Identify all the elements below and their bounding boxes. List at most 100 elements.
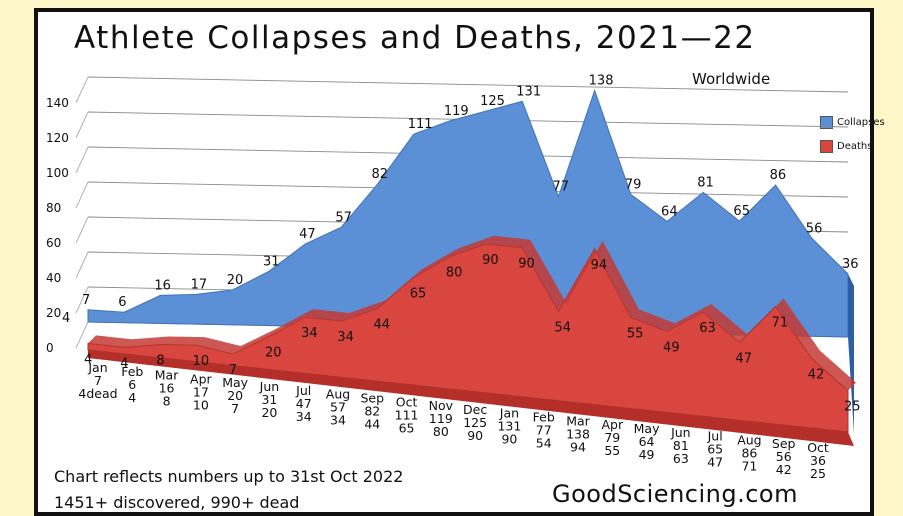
deaths-data-label: 65 [410,286,427,301]
x-tick-month: May [222,375,248,390]
x-tick-deaths: 25 [810,466,826,481]
x-tick-month: Nov [429,398,454,413]
x-tick-collapses: 138 [566,426,590,441]
x-tick-month: Jun [670,425,691,440]
data-labels: 7 616 17 2031475782111119125131771387964816… [62,74,861,415]
x-tick-deaths: 44 [364,416,380,431]
x-tick-month: Sep [361,390,385,405]
y-tick-label: 80 [46,201,61,215]
x-tick-collapses: 81 [673,438,689,453]
footnote-totals: 1451+ discovered, 990+ dead [54,493,300,512]
x-tick-label: Jul 65 47 [707,429,724,470]
x-tick-label: Apr 17 10 [190,371,212,412]
deaths-data-label: 4 [84,352,92,367]
x-tick-month: Feb [533,410,555,425]
x-tick-label: Feb 6 4 [121,364,143,405]
x-tick-month: Jan [499,406,519,421]
x-tick-collapses: 64 [639,434,655,449]
collapses-data-label: 64 [661,204,678,219]
collapses-data-label: 131 [516,84,541,99]
x-tick-deaths: 34 [296,409,312,424]
deaths-data-label: 71 [772,316,789,331]
x-tick-label: Jul 47 34 [295,383,312,424]
deaths-data-label: 7 [229,363,237,378]
x-tick-month: Apr [190,371,212,386]
x-tick-label: Oct 36 25 [807,440,829,481]
collapses-data-label: 20 [227,273,244,288]
x-tick-collapses: 111 [395,407,419,422]
x-tick-deaths: 47 [707,455,723,470]
y-tick-label: 140 [46,96,69,110]
x-tick-deaths: 7 [231,401,239,416]
x-tick-deaths: 10 [193,397,209,412]
x-tick-month: Mar [155,368,179,383]
deaths-data-label: 10 [193,354,210,369]
brand-watermark: GoodSciencing.com [552,480,798,508]
x-tick-deaths: 55 [604,443,620,458]
x-tick-label: May 20 7 [222,375,248,416]
gridline-diagonal [75,181,89,209]
gridline-diagonal [75,286,89,314]
x-tick-month: Feb [121,364,143,379]
x-tick-deaths: 42 [776,462,792,477]
collapses-data-label: 16 [154,278,171,293]
x-tick-deaths: 4dead [78,386,117,401]
deaths-data-label: 47 [735,351,752,366]
x-tick-month: Jul [707,429,723,444]
x-tick-month: Dec [463,402,487,417]
x-tick-label: Apr 79 55 [601,417,623,458]
gridline-diagonal [75,111,89,139]
x-tick-collapses: 20 [227,388,243,403]
deaths-data-label: 44 [374,317,391,332]
collapses-data-label: 36 [842,257,859,272]
chart-frame: Athlete Collapses and Deaths, 2021—22 Wo… [34,8,885,516]
deaths-data-label: 90 [482,253,499,268]
x-tick-month: Sep [772,436,796,451]
y-tick-label: 120 [46,131,69,145]
y-tick-label: 60 [46,236,61,250]
footnote-date: Chart reflects numbers up to 31st Oct 20… [54,467,404,486]
chart-subtitle: Worldwide [692,70,771,88]
x-tick-month: Oct [396,394,418,409]
x-tick-month: Oct [807,440,829,455]
collapses-data-label: 56 [806,221,823,236]
gridline-diagonal [75,146,89,174]
x-tick-label: Jan 7 4dead [78,360,117,401]
x-tick-month: Jul [295,383,311,398]
deaths-data-label: 55 [627,326,644,341]
x-tick-month: Jan [87,360,107,375]
x-tick-collapses: 36 [810,453,826,468]
x-tick-month: May [634,421,660,436]
x-tick-label: Sep 82 44 [361,390,385,431]
x-tick-label: Mar 16 8 [155,368,179,409]
x-tick-label: Feb 77 54 [533,410,555,451]
x-tick-collapses: 119 [429,411,453,426]
collapses-data-label: 79 [625,177,642,192]
deaths-data-label: 90 [518,257,535,272]
collapses-data-label: 47 [299,227,316,242]
deaths-series [87,235,856,446]
collapses-data-label: 138 [589,74,614,89]
deaths-data-label: 80 [446,265,463,280]
x-tick-collapses: 86 [741,445,757,460]
deaths-data-label: 54 [554,320,571,335]
collapses-data-label: 77 [552,180,569,195]
x-tick-label: Jun 31 20 [259,379,280,420]
x-tick-deaths: 63 [673,451,689,466]
collapses-data-label: 7 [82,293,90,308]
collapses-data-label: 125 [480,94,505,109]
extra-data-label: 4 [62,311,70,326]
y-tick-label: 100 [46,166,69,180]
x-tick-collapses: 65 [707,442,723,457]
deaths-data-label: 94 [591,258,608,273]
gridline-diagonal [75,76,89,104]
legend-label-deaths: Deaths [837,141,873,152]
x-tick-label: Dec 125 90 [463,402,487,443]
gridline-diagonal [75,216,89,244]
x-tick-deaths: 20 [261,405,277,420]
x-tick-deaths: 4 [128,390,136,405]
deaths-data-label: 8 [156,354,164,369]
x-tick-deaths: 80 [433,424,449,439]
deaths-data-label: 20 [265,345,282,360]
deaths-data-label: 63 [699,321,716,336]
